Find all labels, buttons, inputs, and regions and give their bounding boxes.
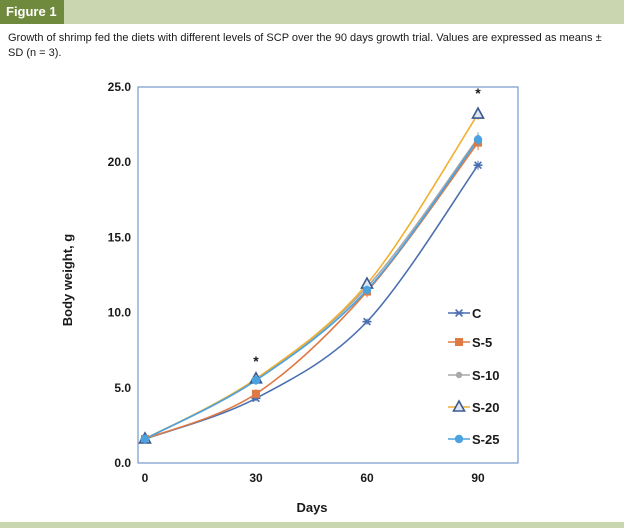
legend-marker — [452, 399, 466, 412]
data-point-c — [473, 161, 483, 170]
axes: 0.0 5.0 10.0 15.0 20.0 25.0 0 30 60 90 — [108, 80, 485, 485]
x-tick-label: 60 — [360, 471, 374, 485]
x-tick-label: 90 — [471, 471, 485, 485]
plot-frame — [137, 86, 519, 464]
data-point-c — [362, 317, 372, 326]
legend-label: S-25 — [472, 432, 499, 447]
x-tick-label: 30 — [249, 471, 263, 485]
series-markers — [138, 106, 485, 444]
legend-marker — [455, 338, 463, 346]
x-axis-title: Days — [296, 500, 327, 515]
significance-star: * — [253, 353, 259, 369]
legend-marker — [455, 371, 463, 379]
legend-marker — [454, 309, 464, 317]
footer-bar — [0, 522, 624, 528]
y-tick-label: 10.0 — [108, 306, 132, 320]
x-tick-label: 0 — [142, 471, 149, 485]
data-point-s-20 — [471, 106, 485, 119]
figure-caption: Growth of shrimp fed the diets with diff… — [8, 32, 602, 59]
y-tick-label: 15.0 — [108, 230, 132, 244]
series-line-s-5 — [144, 142, 479, 440]
series-line-s-25 — [144, 139, 479, 440]
significance-star: * — [475, 85, 481, 101]
data-point-s-25 — [140, 434, 150, 444]
y-tick-label: 20.0 — [108, 155, 132, 169]
y-tick-label: 25.0 — [108, 80, 132, 94]
series-lines — [144, 113, 479, 440]
legend-label: S-5 — [472, 335, 492, 350]
y-tick-label: 0.0 — [114, 456, 131, 470]
figure-tag: Figure 1 — [0, 0, 64, 24]
annotations: ** — [253, 85, 481, 369]
series-line-s-20 — [144, 113, 479, 440]
y-axis-title: Body weight, g — [60, 234, 75, 327]
series-line-c — [144, 164, 479, 440]
header-bar — [0, 0, 624, 24]
legend-label: S-20 — [472, 400, 499, 415]
series-line-s-10 — [144, 137, 479, 440]
data-point-s-5 — [252, 389, 260, 398]
data-point-s-25 — [473, 135, 483, 144]
legend-marker — [454, 434, 464, 444]
data-point-s-25 — [251, 376, 261, 385]
legend-label: S-10 — [472, 368, 499, 383]
legend: C S-5 S-10 S-20 S-25 — [448, 306, 499, 447]
y-tick-label: 5.0 — [114, 381, 131, 395]
data-point-s-25 — [362, 285, 372, 295]
legend-label: C — [472, 306, 482, 321]
